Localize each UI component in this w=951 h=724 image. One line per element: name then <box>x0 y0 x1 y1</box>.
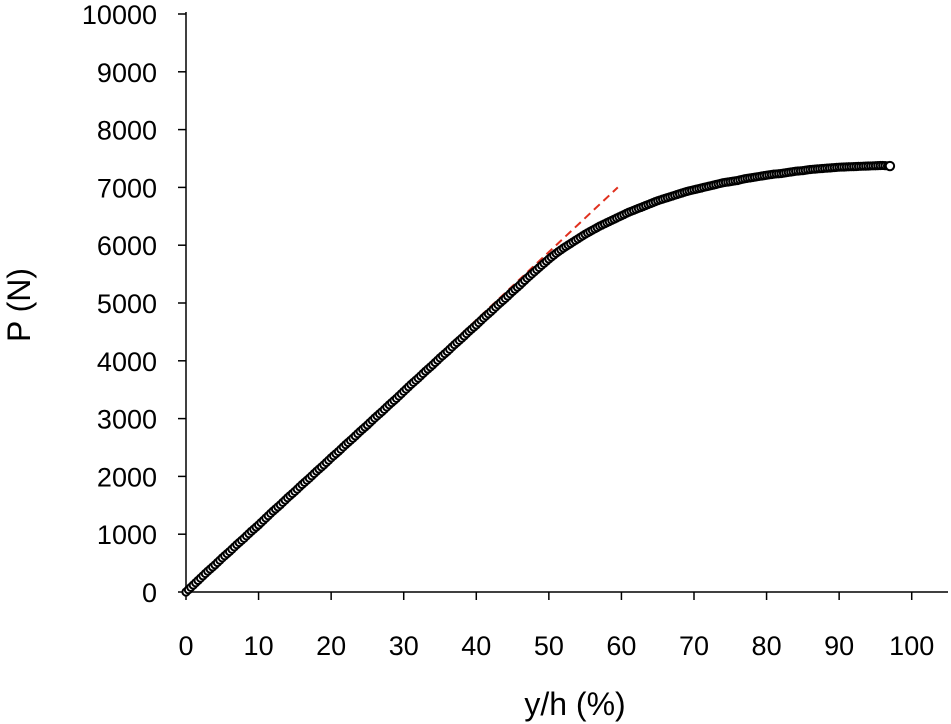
y-tick-label: 5000 <box>97 289 157 319</box>
y-tick-label: 7000 <box>97 173 157 203</box>
y-tick-label: 4000 <box>97 347 157 377</box>
x-tick-label: 70 <box>679 631 709 661</box>
y-tick-label: 3000 <box>97 405 157 435</box>
x-tick-label: 60 <box>606 631 636 661</box>
x-tick-label: 40 <box>461 631 491 661</box>
y-tick-label: 1000 <box>97 520 157 550</box>
x-tick-label: 0 <box>178 631 193 661</box>
y-tick-label: 8000 <box>97 116 157 146</box>
y-tick-label: 9000 <box>97 58 157 88</box>
x-tick-label: 100 <box>889 631 934 661</box>
x-tick-label: 30 <box>389 631 419 661</box>
axes: 0100020003000400050006000700080009000100… <box>82 0 948 661</box>
x-tick-label: 50 <box>534 631 564 661</box>
x-tick-label: 20 <box>316 631 346 661</box>
y-tick-label: 6000 <box>97 231 157 261</box>
y-tick-label: 10000 <box>82 0 157 30</box>
x-axis-title: y/h (%) <box>524 686 625 722</box>
data-point <box>884 160 896 172</box>
y-axis-title: P (N) <box>1 268 37 342</box>
x-tick-label: 90 <box>824 631 854 661</box>
x-tick-label: 10 <box>244 631 274 661</box>
x-tick-label: 80 <box>752 631 782 661</box>
y-tick-label: 2000 <box>97 462 157 492</box>
data-marker-layer <box>181 160 896 597</box>
y-tick-label: 0 <box>142 578 157 608</box>
